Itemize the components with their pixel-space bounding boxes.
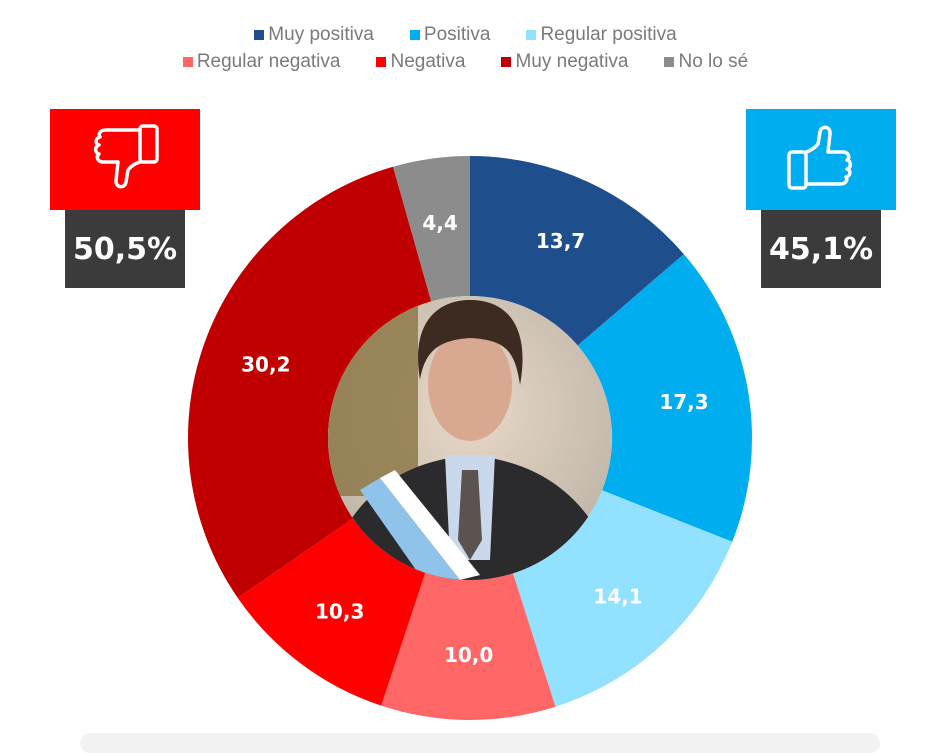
slice-value-label: 30,2 (241, 352, 290, 376)
legend-label: Positiva (423, 24, 491, 45)
legend-row-1: Muy positiva Positiva Regular positiva (0, 24, 931, 46)
positive-badge-header (746, 109, 896, 210)
negative-total-badge: 50,5% (50, 109, 200, 288)
legend-row-2: Regular negativa Negativa Muy negativa No l… (0, 51, 931, 73)
legend-swatch (254, 30, 265, 40)
legend-item: No lo sé (664, 51, 748, 73)
legend-item: Muy positiva (254, 24, 374, 46)
donut-slice-negativa (237, 518, 426, 706)
positive-total-value: 45,1% (761, 210, 881, 288)
legend-item: Negativa (376, 51, 465, 73)
donut-slice-regular-negativa (381, 572, 556, 720)
donut-slice-regular-positiva (513, 490, 733, 707)
center-portrait-photo (328, 296, 612, 580)
thumbs-down-icon (88, 122, 162, 197)
slice-value-label: 13,7 (536, 229, 585, 253)
donut-slice-muy-positiva (470, 156, 684, 346)
donut-slice-positiva (577, 254, 752, 542)
legend-swatch (501, 57, 512, 67)
legend-item: Muy negativa (501, 51, 628, 73)
legend-label: Muy positiva (268, 24, 374, 45)
legend-label: Regular negativa (196, 51, 341, 72)
legend-label: Muy negativa (515, 51, 629, 72)
slice-value-label: 14,1 (593, 585, 642, 609)
legend-swatch (182, 57, 193, 67)
slice-value-label: 4,4 (422, 211, 457, 235)
negative-total-value: 50,5% (65, 210, 185, 288)
slice-value-label: 17,3 (659, 390, 708, 414)
legend-label: Negativa (390, 51, 466, 72)
donut-slices (188, 156, 752, 720)
legend-item: Regular positiva (526, 24, 677, 46)
slice-labels: 13,7 17,3 14,1 10,0 10,3 30,2 4,4 (241, 211, 709, 667)
legend-item: Regular negativa (182, 51, 341, 73)
thumbs-up-icon (784, 122, 858, 197)
donut-slice-no-lo-s- (393, 156, 470, 302)
slice-value-label: 10,3 (315, 600, 364, 624)
legend-swatch (526, 30, 537, 40)
legend-swatch (376, 57, 387, 67)
positive-total-badge: 45,1% (746, 109, 896, 288)
legend-swatch (664, 57, 675, 67)
donut-slice-muy-negativa (188, 166, 432, 598)
legend-label: Regular positiva (540, 24, 677, 45)
slice-value-label: 10,0 (444, 643, 493, 667)
footer-bar (80, 733, 880, 753)
legend-swatch (409, 30, 420, 40)
legend-item: Positiva (409, 24, 491, 46)
negative-badge-header (50, 109, 200, 210)
legend-label: No lo sé (678, 51, 749, 72)
